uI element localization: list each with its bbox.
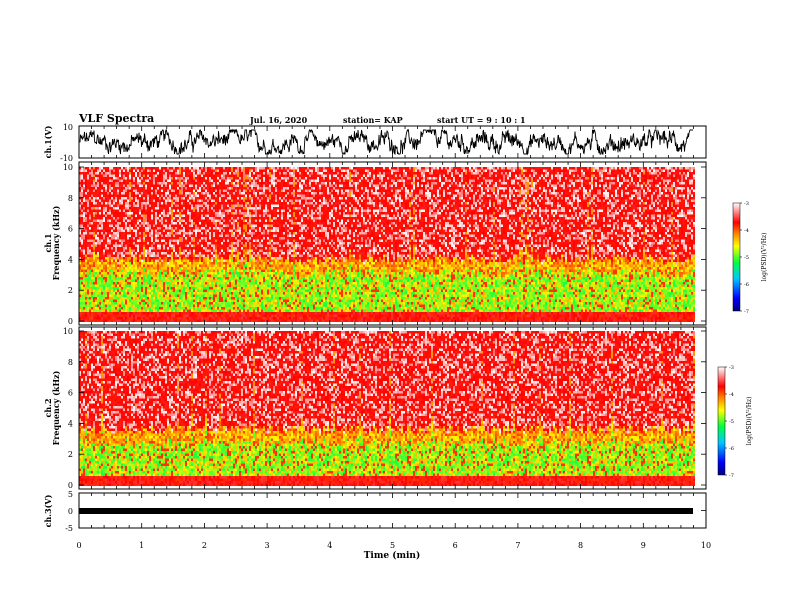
x-tick-label: 0 bbox=[76, 541, 81, 550]
freq-tick-label: 8 bbox=[68, 358, 73, 367]
colorbar-tick-label: -4 bbox=[729, 392, 734, 398]
ch1-freq-ylabel: Frequency (kHz) bbox=[51, 205, 61, 280]
time-axis: 0 1 2 3 4 5 6 7 8 9 10 bbox=[76, 541, 711, 550]
freq-tick-label: 10 bbox=[63, 327, 73, 336]
colorbar-tick-label: -7 bbox=[729, 473, 734, 479]
ch3-ytick-mid: 0 bbox=[68, 507, 73, 516]
x-tick-label: 6 bbox=[453, 541, 458, 550]
time-axis-label: Time (min) bbox=[364, 550, 421, 561]
x-tick-label: 1 bbox=[139, 541, 144, 550]
freq-tick-label: 4 bbox=[68, 255, 73, 264]
ch3-ytick-bottom: -5 bbox=[65, 524, 73, 533]
colorbar-tick-label: -7 bbox=[744, 309, 749, 315]
vlf-spectra-figure: 10 -10 ch.1(V) 0246810 ch.1 Frequency (k… bbox=[0, 0, 792, 612]
colorbar-tick-label: -6 bbox=[729, 446, 734, 452]
ch3-waveform-trace bbox=[79, 508, 693, 514]
colorbar-tick-label: -3 bbox=[744, 201, 749, 207]
ch1-colorbar bbox=[733, 203, 740, 311]
ch1-spectrogram bbox=[79, 167, 695, 322]
freq-tick-label: 0 bbox=[68, 317, 73, 326]
x-tick-label: 3 bbox=[265, 541, 270, 550]
freq-tick-label: 6 bbox=[68, 389, 73, 398]
freq-tick-label: 6 bbox=[68, 225, 73, 234]
freq-tick-label: 4 bbox=[68, 419, 73, 428]
ch2-freq-ylabel: Frequency (kHz) bbox=[51, 370, 61, 445]
ch3-waveform-panel: 5 0 -5 ch.3(V) bbox=[43, 490, 706, 533]
freq-tick-label: 0 bbox=[68, 481, 73, 490]
ch2-spectrogram bbox=[79, 331, 695, 486]
x-tick-label: 2 bbox=[202, 541, 207, 550]
x-tick-label: 10 bbox=[701, 541, 711, 550]
ch1-waveform-panel: 10 -10 ch.1(V) bbox=[43, 123, 706, 163]
x-tick-label: 7 bbox=[515, 541, 520, 550]
ch1-ytick-bottom: -10 bbox=[60, 154, 73, 163]
colorbar-tick-label: -5 bbox=[744, 255, 749, 261]
ch1-waveform-line bbox=[80, 130, 693, 154]
x-tick-label: 9 bbox=[641, 541, 646, 550]
ch1-waveform-trace bbox=[80, 130, 693, 154]
x-tick-label: 8 bbox=[578, 541, 583, 550]
x-tick-label: 5 bbox=[390, 541, 395, 550]
freq-tick-label: 8 bbox=[68, 194, 73, 203]
ch1-ytick-top: 10 bbox=[63, 123, 73, 132]
freq-tick-label: 10 bbox=[63, 163, 73, 172]
ch3-ytick-top: 5 bbox=[68, 490, 73, 499]
colorbar-tick-label: -3 bbox=[729, 365, 734, 371]
freq-tick-label: 2 bbox=[68, 286, 73, 295]
ch2-colorbar-label: log(PSD)(V²/Hz) bbox=[746, 397, 753, 446]
ch1-colorbar-label: log(PSD)(V²/Hz) bbox=[761, 233, 768, 282]
colorbar-tick-label: -5 bbox=[729, 419, 734, 425]
x-tick-label: 4 bbox=[327, 541, 332, 550]
ch2-colorbar bbox=[718, 367, 725, 475]
ch3-ylabel: ch.3(V) bbox=[43, 494, 53, 527]
colorbar-tick-label: -4 bbox=[744, 228, 749, 234]
ch1-ylabel: ch.1(V) bbox=[43, 125, 53, 158]
colorbar-tick-label: -6 bbox=[744, 282, 749, 288]
freq-tick-label: 2 bbox=[68, 450, 73, 459]
